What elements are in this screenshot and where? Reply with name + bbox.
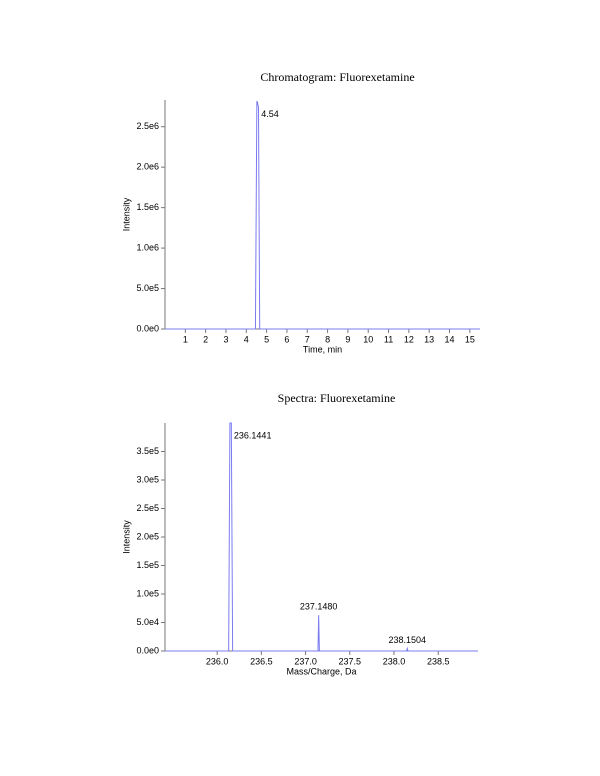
x-tick-label: 4 [244,334,249,344]
spectrum-line [165,422,478,652]
y-tick-label: 1.5e5 [136,560,159,570]
y-tick-label: 5.0e5 [136,283,159,293]
y-tick-label: 5.0e4 [136,617,159,627]
y-tick-label: 3.5e5 [136,446,159,456]
x-tick-label: 12 [404,334,414,344]
peak-label: 236.1441 [234,430,272,440]
y-tick-label: 0.0e0 [136,645,159,655]
y-axis-label: Intensity [121,520,131,554]
x-axis-label: Time, min [303,344,342,354]
x-tick-label: 2 [203,334,208,344]
y-tick-label: 2.0e5 [136,531,159,541]
x-tick-label: 238.0 [383,656,406,666]
x-tick-label: 236.0 [206,656,229,666]
spectrum-line [165,101,480,330]
peak-label: 237.1480 [300,601,338,611]
x-axis-label: Mass/Charge, Da [286,666,356,676]
x-tick-label: 1 [183,334,188,344]
x-tick-label: 15 [465,334,475,344]
x-tick-label: 6 [284,334,289,344]
y-tick-label: 0.0e0 [136,323,159,333]
x-tick-label: 236.5 [250,656,273,666]
x-tick-label: 5 [264,334,269,344]
chart-title: Spectra: Fluorexetamine [278,391,396,405]
y-tick-label: 3.0e5 [136,474,159,484]
x-tick-label: 14 [445,334,455,344]
x-tick-label: 3 [223,334,228,344]
x-tick-label: 237.5 [339,656,362,666]
x-tick-label: 13 [424,334,434,344]
peak-label: 4.54 [261,109,279,119]
y-tick-label: 2.5e5 [136,503,159,513]
y-tick-label: 1.0e5 [136,588,159,598]
x-tick-label: 238.5 [427,656,450,666]
x-tick-label: 10 [363,334,373,344]
y-tick-label: 2.5e6 [136,121,159,131]
x-tick-label: 237.0 [294,656,317,666]
x-tick-label: 9 [345,334,350,344]
x-tick-label: 7 [305,334,310,344]
y-tick-label: 1.5e6 [136,202,159,212]
y-tick-label: 2.0e6 [136,162,159,172]
y-axis-label: Intensity [121,197,131,231]
peak-label: 238.1504 [389,635,427,645]
y-tick-label: 1.0e6 [136,242,159,252]
x-tick-label: 11 [384,334,393,344]
chart-title: Chromatogram: Fluorexetamine [260,70,414,84]
x-tick-label: 8 [325,334,330,344]
